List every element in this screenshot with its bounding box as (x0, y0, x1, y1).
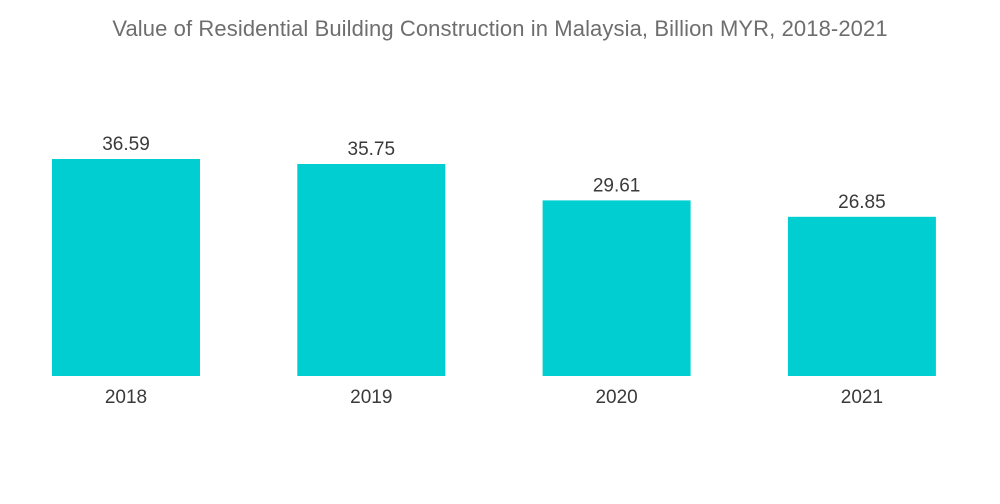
bar-2018 (52, 159, 200, 376)
data-label-2021: 26.85 (838, 192, 886, 213)
data-label-2018: 36.59 (102, 134, 150, 155)
data-label-2020: 29.61 (593, 175, 641, 196)
bar-2021 (787, 216, 936, 376)
bar-2020 (542, 200, 691, 376)
x-tick-label-2021: 2021 (841, 387, 883, 408)
bars-layer (52, 159, 936, 376)
data-labels-layer: 36.59 35.75 29.61 26.85 (102, 134, 885, 213)
chart-title: Value of Residential Building Constructi… (112, 16, 888, 41)
x-axis-tick-labels: 2018 2019 2020 2021 (105, 387, 883, 408)
data-label-2019: 35.75 (348, 139, 396, 160)
x-tick-label-2019: 2019 (350, 387, 392, 408)
bar-2019 (297, 164, 446, 376)
x-tick-label-2020: 2020 (595, 387, 637, 408)
x-tick-label-2018: 2018 (105, 387, 147, 408)
